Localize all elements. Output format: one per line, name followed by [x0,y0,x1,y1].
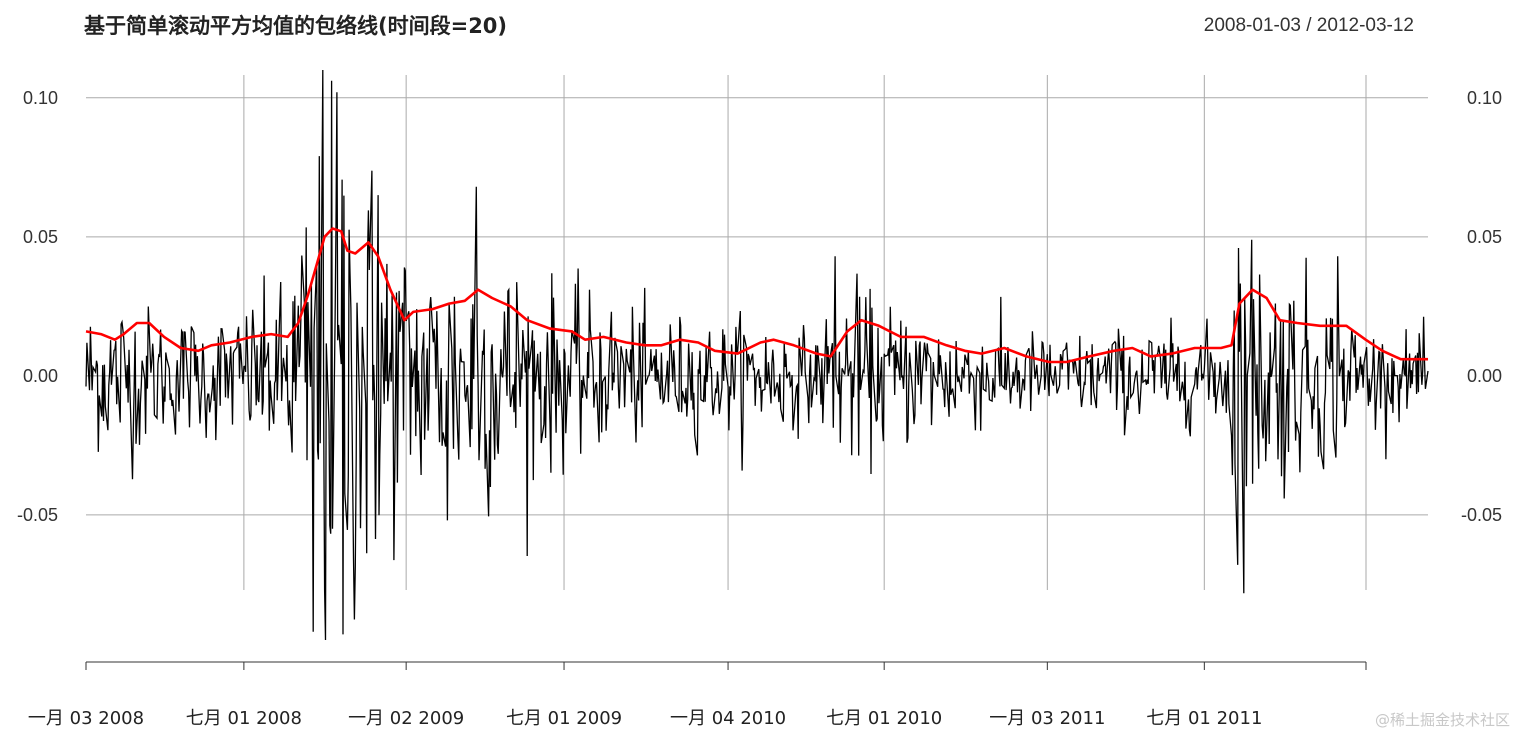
x-tick-label: 一月 03 2011 [989,708,1105,729]
x-tick-label: 七月 01 2009 [506,708,622,729]
x-tick-label: 七月 01 2008 [186,708,302,729]
x-tick-label: 一月 04 2010 [670,708,786,729]
envelope-series [85,227,1428,364]
y-tick-label-left: 0.10 [23,88,58,108]
returns-line [85,69,1429,641]
returns-series [85,69,1429,641]
x-tick-label: 一月 02 2009 [348,708,464,729]
y-tick-label-right: 0.10 [1467,88,1502,108]
watermark: @稀土掘金技术社区 [1375,711,1510,729]
grid [86,75,1428,590]
x-axis [85,661,1367,670]
chart-title: 基于简单滚动平方均值的包络线(时间段=20) [84,14,507,38]
y-tick-label-left: 0.05 [23,227,58,247]
y-tick-label-left: 0.00 [23,366,58,386]
envelope-line [85,227,1428,364]
x-tick-label: 七月 01 2011 [1146,708,1262,729]
x-tick-label: 一月 03 2008 [28,708,144,729]
y-tick-label-left: -0.05 [17,505,58,525]
y-tick-label-right: 0.05 [1467,227,1502,247]
x-tick-label: 七月 01 2010 [826,708,942,729]
y-tick-label-right: 0.00 [1467,366,1502,386]
tick-labels: 0.10 0.10 0.05 0.05 0.00 0.00 -0.05 -0.05 一月 03 … [17,88,1502,729]
y-tick-label-right: -0.05 [1461,505,1502,525]
date-range: 2008-01-03 / 2012-03-12 [1204,15,1414,36]
